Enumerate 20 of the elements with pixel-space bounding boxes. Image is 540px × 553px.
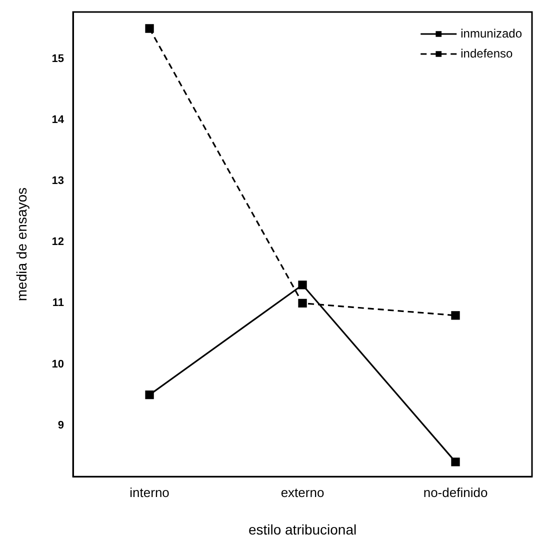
- y-tick-label: 10: [52, 358, 64, 370]
- x-tick-label: no-definido: [423, 484, 488, 500]
- x-tick-label: externo: [280, 484, 324, 500]
- point: [298, 280, 307, 290]
- legend-label: inmunizado: [460, 26, 522, 40]
- x-tick-label: interno: [130, 484, 170, 500]
- x-axis-title: estilo atribucional: [248, 521, 357, 538]
- y-tick-label: 14: [52, 114, 65, 126]
- y-tick-label: 15: [52, 53, 64, 66]
- y-tick-label: 12: [52, 236, 64, 248]
- point: [451, 458, 460, 466]
- point: [145, 390, 154, 400]
- legend-label: indefenso: [460, 46, 513, 60]
- y-tick-label: 13: [52, 175, 64, 188]
- y-tick-label: 9: [58, 419, 64, 432]
- point: [145, 24, 154, 33]
- point: [451, 311, 460, 320]
- y-axis-title: media de ensayos: [13, 187, 30, 302]
- y-tick-label: 11: [52, 297, 64, 310]
- point: [298, 298, 307, 308]
